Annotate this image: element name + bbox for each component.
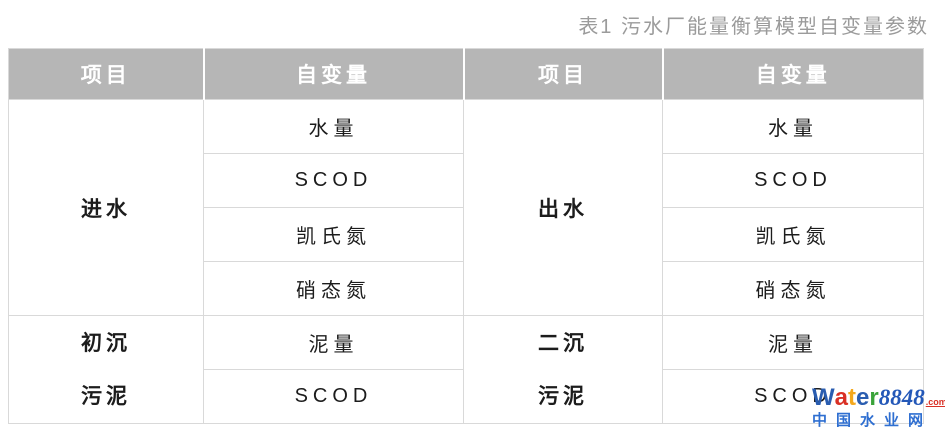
watermark-brand: W a t e r 8848 .com: [812, 386, 945, 410]
table-row: 进水 水量 出水 水量: [8, 99, 924, 316]
item-cell-secondary-sludge: 二沉 污泥: [463, 315, 663, 424]
table-title: 表1 污水厂能量衡算模型自变量参数: [578, 16, 929, 38]
header-variable-left: 自变量: [202, 48, 464, 100]
header-item-right: 项目: [462, 48, 663, 100]
item-line: 污泥: [81, 384, 131, 408]
brand-letter: t: [848, 384, 857, 411]
water8848-watermark-logo: W a t e r 8848 .com 中国水业网: [812, 386, 945, 429]
variable-cell: 水量: [662, 99, 924, 154]
brand-letter: W: [812, 384, 835, 411]
header-item-left: 项目: [8, 48, 204, 100]
variable-cell: 泥量: [662, 315, 924, 370]
table-row: SCOD SCOD: [9, 369, 924, 424]
item-line: 污泥: [538, 384, 588, 408]
table-row: 初沉 污泥 泥量 二沉 污泥 泥量: [8, 315, 924, 424]
brand-tld: .com: [925, 397, 945, 407]
variable-cell: SCOD: [203, 369, 464, 424]
variable-cell: 凯氏氮: [662, 207, 924, 262]
item-cell-influent: 进水: [8, 99, 204, 316]
brand-letter: r: [869, 384, 879, 411]
item-cell-primary-sludge: 初沉 污泥: [8, 315, 204, 424]
variable-cell: 水量: [203, 99, 464, 154]
variable-cell: 硝态氮: [662, 261, 924, 316]
variable-cell: 凯氏氮: [203, 207, 464, 262]
table-row: SCOD SCOD: [9, 153, 924, 208]
variable-cell: SCOD: [662, 369, 924, 424]
variable-cell: SCOD: [203, 153, 464, 208]
parameter-table: 项目 自变量 项目 自变量 进水 水量 出水 水量 SCOD SCOD 凯氏氮 …: [8, 48, 924, 424]
variable-cell: 泥量: [203, 315, 464, 370]
item-line: 二沉: [538, 331, 588, 355]
variable-cell: SCOD: [662, 153, 924, 208]
item-line: 初沉: [81, 331, 131, 355]
table-row: 硝态氮 硝态氮: [9, 261, 924, 316]
brand-letter: e: [856, 384, 870, 411]
variable-cell: 硝态氮: [203, 261, 464, 316]
brand-number: 8848: [878, 385, 925, 410]
header-row: 项目 自变量 项目 自变量: [8, 48, 924, 100]
item-cell-effluent: 出水: [463, 99, 663, 316]
table-row: 凯氏氮 凯氏氮: [9, 207, 924, 262]
brand-letter: a: [834, 384, 849, 411]
header-variable-right: 自变量: [661, 48, 924, 100]
watermark-site-name: 中国水业网: [812, 412, 933, 429]
